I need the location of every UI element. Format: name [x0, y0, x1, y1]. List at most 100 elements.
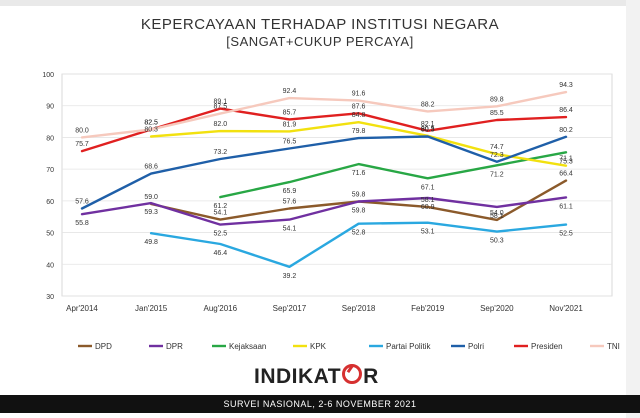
data-label: 80.0 — [75, 127, 89, 134]
data-label: 59.8 — [352, 207, 366, 214]
legend-label: DPR — [166, 342, 183, 351]
data-label: 71.1 — [559, 156, 573, 163]
data-label: 82.0 — [213, 121, 227, 128]
data-label: 84.8 — [352, 112, 366, 119]
y-tick-label: 70 — [46, 167, 54, 174]
x-tick-label: Sep'2017 — [273, 304, 307, 313]
data-label: 85.7 — [283, 109, 297, 116]
series-line-tni — [80, 90, 568, 139]
data-label: 80.3 — [144, 126, 158, 133]
data-label: 74.7 — [490, 144, 504, 151]
data-label: 54.0 — [490, 210, 504, 217]
series-line-partai-politik — [149, 221, 568, 268]
x-tick-label: Apr'2014 — [66, 304, 98, 313]
legend-label: DPD — [95, 342, 112, 351]
data-label: 85.5 — [490, 110, 504, 117]
data-label: 52.5 — [559, 231, 573, 238]
x-tick-label: Feb'2019 — [411, 304, 445, 313]
y-tick-label: 100 — [42, 72, 54, 79]
chart-subtitle: [SANGAT+CUKUP PERCAYA] — [226, 34, 414, 49]
data-label: 88.2 — [421, 101, 435, 108]
data-label: 61.2 — [213, 203, 227, 210]
data-label: 82.5 — [144, 120, 158, 127]
data-label: 86.4 — [559, 107, 573, 114]
data-label: 54.1 — [213, 210, 227, 217]
data-label: 59.0 — [144, 194, 158, 201]
data-label: 71.6 — [352, 170, 366, 177]
series-line-dpr — [80, 196, 568, 226]
data-label: 52.5 — [213, 231, 227, 238]
y-tick-label: 40 — [46, 262, 54, 269]
data-label: 57.6 — [283, 198, 297, 205]
data-label: 89.1 — [213, 99, 227, 106]
data-label: 67.1 — [421, 184, 435, 191]
logo-o-icon — [342, 364, 363, 384]
data-label: 46.4 — [213, 250, 227, 257]
data-label: 49.8 — [144, 239, 158, 246]
data-label: 66.4 — [559, 171, 573, 178]
legend-label: Presiden — [531, 342, 563, 351]
y-tick-label: 80 — [46, 135, 54, 142]
data-label: 58.1 — [421, 197, 435, 204]
data-label: 91.6 — [352, 91, 366, 98]
legend-label: Partai Politik — [386, 342, 431, 351]
data-label: 72.3 — [490, 152, 504, 159]
data-label: 59.8 — [352, 191, 366, 198]
y-tick-label: 50 — [46, 231, 54, 238]
data-label: 87.5 — [213, 104, 227, 111]
x-tick-label: Sep'2018 — [342, 304, 376, 313]
data-label: 50.3 — [490, 238, 504, 245]
data-label: 80.3 — [421, 126, 435, 133]
legend-label: TNI — [607, 342, 620, 351]
series-line-kpk — [149, 121, 568, 167]
y-tick-label: 90 — [46, 104, 54, 111]
data-label: 73.2 — [213, 149, 227, 156]
logo-text-left: INDIKAT — [254, 365, 342, 388]
survey-footer: SURVEI NASIONAL, 2-6 NOVEMBER 2021 — [0, 395, 640, 413]
data-label: 87.6 — [352, 103, 366, 110]
data-label: 75.3 — [559, 158, 573, 165]
right-border — [626, 0, 640, 418]
legend-label: KPK — [310, 342, 327, 351]
series-line-kejaksaan — [219, 151, 568, 199]
legend-label: Kejaksaan — [229, 342, 266, 351]
x-tick-label: Sep'2020 — [480, 304, 514, 313]
data-label: 92.4 — [283, 88, 297, 95]
data-label: 68.6 — [144, 164, 158, 171]
series-line-polri — [80, 135, 568, 210]
data-label: 55.8 — [75, 220, 89, 227]
data-label: 82.1 — [421, 121, 435, 128]
data-label: 59.3 — [144, 209, 158, 216]
data-label: 61.1 — [559, 203, 573, 210]
indikator-logo: INDIKAT R — [254, 364, 386, 388]
data-label: 80.5 — [421, 126, 435, 133]
x-tick-label: Jan'2015 — [135, 304, 168, 313]
data-label: 94.3 — [559, 82, 573, 89]
data-label: 65.9 — [283, 188, 297, 195]
data-label: 60.9 — [421, 204, 435, 211]
data-label: 39.2 — [283, 273, 297, 280]
y-tick-label: 30 — [46, 294, 54, 301]
plot-area — [61, 73, 613, 297]
data-label: 89.8 — [490, 96, 504, 103]
data-label: 57.6 — [75, 198, 89, 205]
x-tick-label: Nov'2021 — [549, 304, 583, 313]
data-label: 81.9 — [283, 121, 297, 128]
data-label: 52.8 — [352, 230, 366, 237]
x-tick-label: Aug'2016 — [204, 304, 238, 313]
y-tick-label: 60 — [46, 199, 54, 206]
data-label: 58.1 — [490, 213, 504, 220]
data-label: 53.1 — [421, 229, 435, 236]
data-label: 71.2 — [490, 171, 504, 178]
legend-label: Polri — [468, 342, 484, 351]
data-label: 79.8 — [352, 128, 366, 135]
data-label: 80.2 — [559, 127, 573, 134]
chart-title: KEPERCAYAAN TERHADAP INSTITUSI NEGARA — [140, 16, 500, 33]
logo-text-right: R — [363, 365, 379, 388]
data-label: 76.5 — [283, 139, 297, 146]
data-label: 75.7 — [75, 141, 89, 148]
data-label: 82.5 — [144, 120, 158, 127]
data-label: 54.1 — [283, 226, 297, 233]
